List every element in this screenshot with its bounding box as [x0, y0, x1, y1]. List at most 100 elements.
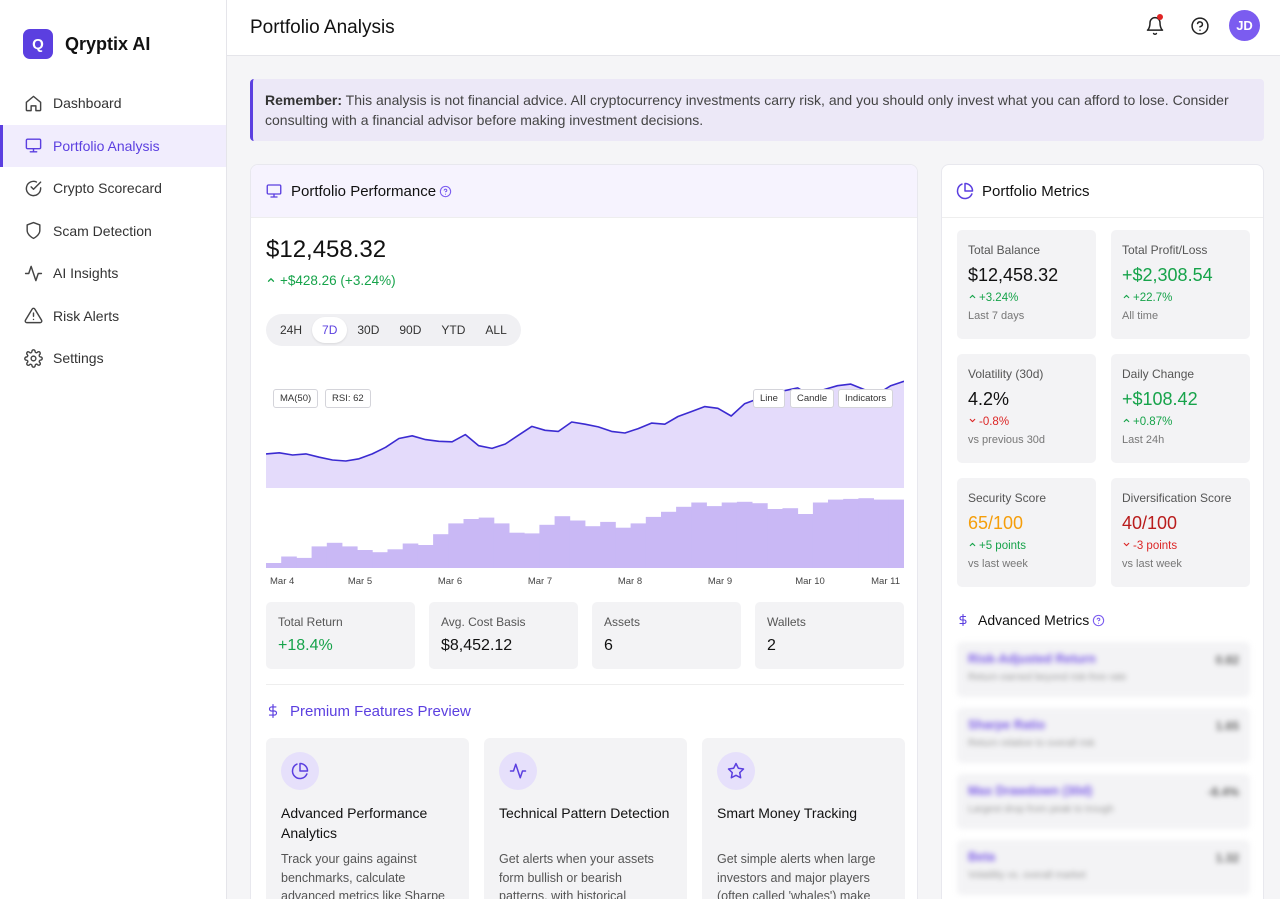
advanced-metric-item: Beta Volatility vs. overall market 1.32	[957, 840, 1250, 895]
rsi-indicator-chip[interactable]: RSI: 62	[325, 389, 371, 408]
volume-bar	[342, 546, 358, 568]
volume-bar	[888, 499, 904, 568]
feature-title: Smart Money Tracking	[717, 805, 858, 821]
advanced-metrics-list: Risk-Adjusted Return Return earned beyond…	[957, 642, 1250, 899]
portfolio-performance-card: Portfolio Performance $12,458.32 +$428.2…	[250, 164, 918, 899]
metric-delta: +22.7%	[1122, 292, 1239, 304]
advanced-metric-name: Sharpe Ratio	[968, 718, 1046, 732]
metric-delta: -0.8%	[968, 416, 1085, 428]
shield-icon	[23, 221, 43, 241]
avatar[interactable]: JD	[1229, 10, 1260, 41]
notifications-button[interactable]	[1139, 10, 1170, 41]
stat-wallets: Wallets 2	[755, 602, 904, 669]
help-icon[interactable]	[439, 185, 452, 198]
metric-delta: +5 points	[968, 540, 1085, 552]
volume-bar	[266, 563, 282, 568]
performance-chart[interactable]: Mar 4 Mar 5 Mar 6 Mar 7 Mar 8 Mar 9 Mar 10 Mar …	[266, 378, 904, 588]
sidebar-item-ai-insights[interactable]: AI Insights	[0, 252, 226, 295]
metric-sub: All time	[1122, 310, 1159, 322]
metric-sub: Last 7 days	[968, 310, 1025, 322]
volume-bar	[478, 517, 495, 568]
advanced-metric-name: Max Drawdown (30d)	[968, 784, 1093, 798]
sidebar-item-label: Settings	[53, 350, 104, 367]
portfolio-metrics-card: Portfolio Metrics Total Balance $12,458.3…	[941, 164, 1264, 899]
sidebar-item-label: Crypto Scorecard	[53, 180, 162, 197]
feature-desc: Track your gains against benchmarks, cal…	[281, 852, 445, 899]
disclaimer-lead: Remember:	[265, 92, 343, 108]
metrics-card-title: Portfolio Metrics	[982, 182, 1090, 200]
advanced-metric-value: 0.82	[1215, 653, 1239, 667]
range-tab-24h[interactable]: 24H	[280, 323, 303, 337]
metric-label: Daily Change	[1122, 367, 1195, 381]
help-icon[interactable]	[1092, 614, 1105, 627]
metric-delta-text: +3.24%	[979, 292, 1019, 304]
sidebar-item-portfolio-analysis[interactable]: Portfolio Analysis	[0, 124, 226, 167]
volume-bar	[736, 501, 753, 568]
x-tick-label: Mar 6	[438, 576, 462, 587]
volume-bar	[539, 524, 555, 568]
advanced-metric-value: 1.65	[1215, 719, 1239, 733]
candle-chart-button[interactable]: Candle	[790, 389, 835, 408]
metric-value: +$108.42	[1122, 389, 1198, 409]
range-tab-all[interactable]: ALL	[485, 323, 507, 337]
chevron-up-icon	[1123, 294, 1130, 299]
portfolio-change: +$428.26 (+3.24%)	[266, 273, 396, 288]
volume-bar	[524, 533, 540, 568]
page-title: Portfolio Analysis	[250, 16, 395, 38]
volume-bar	[782, 508, 799, 568]
performance-chart-svg: Mar 4 Mar 5 Mar 6 Mar 7 Mar 8 Mar 9 Mar 10 Mar …	[266, 378, 904, 587]
metric-tile: Volatility (30d) 4.2% -0.8% vs previous 30d	[957, 354, 1096, 463]
advanced-metric-item: Risk-Adjusted Return Return earned beyond…	[957, 642, 1250, 697]
volume-bar	[645, 516, 662, 568]
volume-bar	[448, 523, 464, 568]
range-tab-90d[interactable]: 90D	[399, 323, 422, 337]
feature-desc: Get simple alerts when large investors a…	[717, 852, 876, 899]
sidebar-item-crypto-scorecard[interactable]: Crypto Scorecard	[0, 167, 226, 210]
volume-bar	[843, 498, 859, 568]
metric-tile: Total Profit/Loss +$2,308.54 +22.7% All tim…	[1111, 230, 1250, 339]
advanced-metric-name: Risk-Adjusted Return	[968, 652, 1096, 666]
metric-label: Volatility (30d)	[968, 367, 1044, 381]
alert-triangle-icon	[23, 306, 43, 326]
feature-card-pattern-detection[interactable]: Technical Pattern Detection Get alerts w…	[484, 738, 687, 899]
metric-delta-text: +22.7%	[1133, 292, 1173, 304]
ma-indicator-chip[interactable]: MA(50)	[273, 389, 319, 408]
home-icon	[23, 93, 43, 113]
metric-delta: +0.87%	[1122, 416, 1239, 428]
stat-value: 6	[604, 637, 613, 654]
sidebar-item-settings[interactable]: Settings	[0, 337, 226, 380]
help-button[interactable]	[1184, 10, 1215, 41]
indicators-button[interactable]: Indicators	[838, 389, 894, 408]
volume-bar	[828, 499, 844, 568]
brand-name: Qryptix AI	[65, 33, 151, 54]
sidebar-item-risk-alerts[interactable]: Risk Alerts	[0, 295, 226, 338]
disclaimer-text: This analysis is not financial advice. A…	[265, 92, 1229, 128]
price-line	[266, 380, 904, 462]
volume-bar	[585, 526, 601, 568]
top-header: Portfolio Analysis JD	[227, 0, 1280, 56]
x-tick-label: Mar 4	[270, 576, 294, 587]
range-tab-ytd[interactable]: YTD	[441, 323, 466, 337]
x-tick-label: Mar 7	[528, 576, 552, 587]
metric-sub: vs previous 30d	[968, 434, 1046, 446]
chevron-up-icon	[969, 294, 976, 299]
range-tab-7d[interactable]: 7D	[312, 317, 348, 343]
metric-delta-text: -0.8%	[979, 416, 1010, 428]
brand[interactable]: Q Qryptix AI	[0, 0, 226, 70]
stat-avg-cost-basis: Avg. Cost Basis $8,452.12	[429, 602, 578, 669]
sidebar-item-label: Scam Detection	[53, 222, 152, 239]
line-chart-button[interactable]: Line	[753, 389, 785, 408]
range-tab-30d[interactable]: 30D	[357, 323, 380, 337]
x-tick-label: Mar 11	[871, 576, 900, 587]
header-actions: JD	[1139, 10, 1260, 41]
performance-stats: Total Return +18.4% Avg. Cost Basis $8,4…	[266, 602, 904, 669]
sidebar-item-scam-detection[interactable]: Scam Detection	[0, 210, 226, 253]
volume-bar	[509, 532, 525, 568]
advanced-metrics-heading: Advanced Metrics	[957, 612, 1105, 628]
feature-card-advanced-analytics[interactable]: Advanced Performance Analytics Track you…	[266, 738, 469, 899]
metric-label: Total Profit/Loss	[1122, 243, 1208, 257]
feature-card-smart-money[interactable]: Smart Money Tracking Get simple alerts w…	[702, 738, 905, 899]
stat-label: Wallets	[767, 615, 806, 629]
volume-bar	[417, 545, 434, 568]
sidebar-item-dashboard[interactable]: Dashboard	[0, 82, 226, 125]
